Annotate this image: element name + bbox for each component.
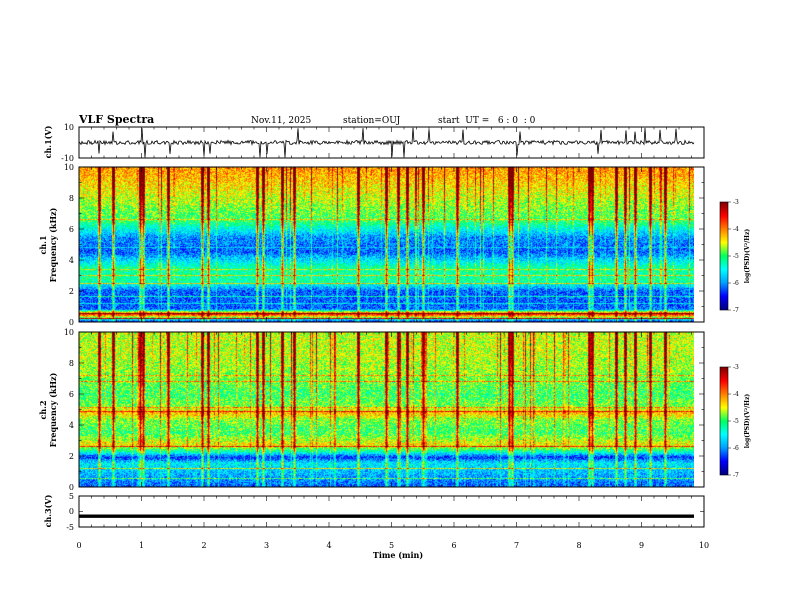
x-tick-label: 1 (139, 541, 144, 550)
ch1-spectrogram-ylabel-channel: ch.1 (38, 235, 48, 254)
ch2-spectrogram-ylabel-channel: ch.2 (38, 400, 48, 419)
ch2-spectrogram-yticks: 0 2 4 6 8 10 (64, 328, 704, 492)
colorbar-tick-label: -3 (733, 199, 739, 206)
y-tick-label: 10 (64, 328, 74, 337)
colorbar-tick-label: -6 (733, 280, 739, 287)
x-axis-tick-labels: 0 1 2 3 4 5 6 7 8 9 10 (76, 541, 709, 550)
ch2-colorbar (720, 367, 728, 475)
y-tick-label: 0 (69, 318, 74, 327)
y-tick-label: 10 (64, 163, 74, 172)
colorbar-tick-label: -4 (733, 226, 739, 233)
x-tick-label: 6 (451, 541, 456, 550)
x-tick-label: 0 (76, 541, 81, 550)
colorbar-tick-label: -5 (733, 418, 739, 425)
y-tick-label: 4 (69, 256, 74, 265)
ch2-spectrogram-ylabel-frequency: Frequency (kHz) (48, 372, 58, 447)
colorbar-tick-label: -7 (733, 472, 739, 479)
ch3-ytick-top: 5 (69, 492, 74, 501)
x-axis-label: Time (min) (373, 550, 423, 560)
y-tick-label: 2 (69, 452, 74, 461)
y-tick-label: 6 (69, 390, 74, 399)
ch1-ytick-bottom: -10 (61, 154, 74, 163)
ch1-waveform-ylabel: ch.1(V) (43, 125, 53, 158)
y-tick-label: 8 (69, 194, 74, 203)
ch3-ytick-bottom: -5 (66, 523, 74, 532)
x-tick-label: 2 (201, 541, 206, 550)
x-tick-label: 9 (639, 541, 644, 550)
x-tick-label: 10 (699, 541, 709, 550)
ch1-spectrogram-ylabel-frequency: Frequency (kHz) (48, 207, 58, 282)
ch1-colorbar-ticks: -3 -4 -5 -6 -7 (728, 199, 739, 314)
ch2-spectrogram-image (79, 332, 694, 487)
start-time-label: start UT = 6 : 0 : 0 (438, 116, 536, 126)
x-tick-label: 8 (576, 541, 581, 550)
y-tick-label: 0 (69, 483, 74, 492)
ch3-waveform-xticks (78, 495, 705, 528)
colorbar-tick-label: -6 (733, 445, 739, 452)
x-tick-label: 4 (326, 541, 331, 550)
x-tick-label: 5 (389, 541, 394, 550)
x-tick-label: 3 (264, 541, 269, 550)
ch1-spectrogram-image (79, 167, 694, 322)
ch3-waveform-ylabel: ch.3(V) (43, 494, 53, 527)
y-tick-label: 8 (69, 359, 74, 368)
ch1-ytick-top: 10 (64, 123, 74, 132)
ch1-spectrogram-xticks (78, 167, 705, 322)
ch1-colorbar (720, 202, 728, 310)
colorbar-tick-label: -4 (733, 391, 739, 398)
y-tick-label: 4 (69, 421, 74, 430)
date-label: Nov.11, 2025 (251, 116, 312, 126)
y-tick-label: 2 (69, 287, 74, 296)
ch3-ytick-mid: 0 (69, 507, 74, 516)
ch1-waveform-panel: 10 -10 ch.1(V) (43, 123, 705, 163)
ch2-colorbar-ticks: -3 -4 -5 -6 -7 (728, 364, 739, 479)
colorbar-tick-label: -3 (733, 364, 739, 371)
ch2-colorbar-label: log(PSD)(V²/Hz) (744, 394, 751, 449)
ch1-colorbar-label: log(PSD)(V²/Hz) (744, 229, 751, 284)
ch2-spectrogram-xticks (78, 332, 705, 487)
ch1-waveform-xticks (78, 127, 705, 158)
x-tick-label: 7 (514, 541, 519, 550)
y-tick-label: 6 (69, 225, 74, 234)
ch3-waveform-panel: 5 0 -5 ch.3(V) (43, 492, 705, 532)
colorbar-tick-label: -5 (733, 253, 739, 260)
ch1-spectrogram-yticks: 0 2 4 6 8 10 (64, 163, 704, 327)
colorbar-tick-label: -7 (733, 307, 739, 314)
ch1-waveform-trace (78, 127, 695, 158)
chart-title: VLF Spectra (78, 113, 154, 126)
station-label: station=OUJ (343, 116, 401, 126)
